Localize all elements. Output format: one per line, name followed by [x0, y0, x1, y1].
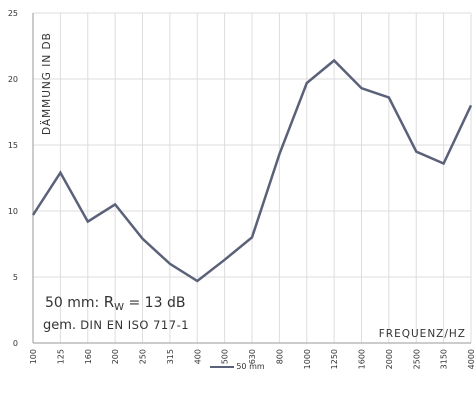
series [31, 58, 473, 283]
y-tick-label: 5 [13, 273, 18, 282]
grid [33, 12, 472, 343]
x-tick-label: 315 [166, 349, 175, 364]
rating-annotation: 50 mm: RW = 13 dB [45, 293, 185, 313]
standard-name: DIN EN ISO 717-1 [80, 318, 190, 332]
x-tick-label: 3150 [440, 349, 449, 369]
y-tick-label: 10 [8, 207, 18, 216]
y-tick-label: 20 [8, 75, 18, 84]
x-tick-label: 125 [56, 349, 65, 364]
rating-symbol: R [103, 293, 115, 311]
x-tick-label: 800 [275, 349, 284, 364]
x-tick-label: 4000 [467, 349, 475, 369]
rating-value: = 13 dB [124, 295, 186, 311]
standard-prefix: gem. [43, 318, 81, 333]
legend-swatch [210, 365, 235, 368]
x-tick-label: 250 [139, 349, 148, 364]
x-axis-label: FREQUENZ/HZ [379, 328, 466, 340]
x-tick-label: 1250 [330, 349, 339, 369]
legend-label: 50 mm [236, 362, 265, 371]
x-tick-label: 400 [193, 349, 202, 364]
x-tick-label: 160 [84, 349, 93, 364]
x-tick-label: 2500 [412, 349, 421, 369]
x-tick-label: 100 [29, 349, 38, 364]
x-tick-label: 1600 [358, 349, 367, 369]
y-tick-label: 25 [8, 9, 18, 18]
rating-subscript: W [114, 302, 125, 313]
y-axis-label: DÄMMUNG IN DB [40, 32, 53, 135]
y-tick-label: 15 [8, 141, 18, 150]
x-tick-label: 200 [111, 349, 120, 364]
x-tick-label: 2000 [385, 349, 394, 369]
x-tick-label: 500 [221, 349, 230, 364]
x-tick-label: 630 [248, 349, 257, 364]
y-tick-label: 0 [13, 339, 18, 348]
standard-annotation: gem. DIN EN ISO 717-1 [43, 318, 189, 333]
rating-prefix: 50 mm: [45, 295, 104, 311]
legend: 50 mm [0, 362, 475, 371]
x-tick-label: 1000 [303, 349, 312, 369]
tick-labels: 0 5 10 15 20 25 100 125 160 200 250 315 400 500 630 800… [8, 9, 475, 369]
series-line [31, 58, 473, 283]
axes [32, 13, 471, 344]
